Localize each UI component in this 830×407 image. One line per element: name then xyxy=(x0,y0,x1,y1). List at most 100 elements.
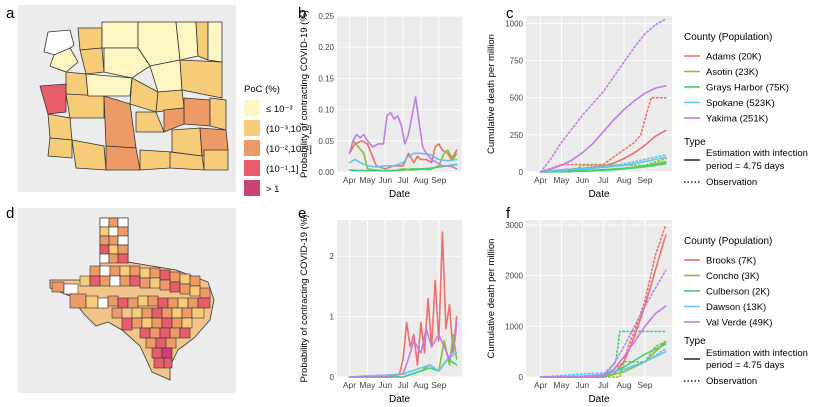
series-line-solid xyxy=(348,321,458,378)
series-line-solid xyxy=(348,96,458,170)
poc-legend-swatch xyxy=(244,140,260,156)
x-tick-label: Sep xyxy=(637,175,652,185)
series-line-dotted xyxy=(539,154,667,173)
series-line-solid xyxy=(348,152,458,168)
y-tick-label: 0.05 xyxy=(318,137,334,146)
y-tick-label: 0.00 xyxy=(318,168,334,177)
county-legend-bottom: County (Population) Brooks (7K) Concho (3… xyxy=(684,236,808,387)
x-tick-label: Aug xyxy=(413,175,428,185)
washington-county-map xyxy=(18,5,236,192)
x-axis-label: Date xyxy=(389,189,411,200)
poc-legend-title: PoC (%) xyxy=(244,84,280,95)
series-line-dotted xyxy=(539,162,667,173)
legend-label: Culberson (2K) xyxy=(706,287,770,298)
poc-legend-label: ≤ 10⁻³ xyxy=(266,104,293,115)
x-tick-label: Apr xyxy=(343,380,356,390)
poc-legend-label: (10⁻²,10⁻¹] xyxy=(266,144,312,155)
x-tick-label: Sep xyxy=(431,380,446,390)
x-tick-label: May xyxy=(553,380,570,390)
type-legend-top-solid-label1: Estimation with infection xyxy=(706,148,808,159)
x-tick-label: Jul xyxy=(398,380,409,390)
poc-legend-swatch xyxy=(244,120,260,136)
x-tick-label: Apr xyxy=(343,175,356,185)
x-axis-label: Date xyxy=(588,394,610,405)
x-tick-label: May xyxy=(359,380,376,390)
x-tick-label: Aug xyxy=(616,175,631,185)
panel-label-a: a xyxy=(6,5,15,22)
legend-label: Adams (20K) xyxy=(706,52,761,63)
legend-label: Asotin (23K) xyxy=(706,67,758,78)
plot-f: 0 1000 2000 3000 Apr May Jun Jul Aug Sep Date Cumul… xyxy=(486,220,672,405)
x-axis-label: Date xyxy=(588,189,610,200)
x-tick-label: Jun xyxy=(378,380,392,390)
series-line-solid xyxy=(348,140,458,170)
y-tick-label: 0.15 xyxy=(318,74,334,83)
plot-background xyxy=(337,16,462,172)
x-tick-label: Jul xyxy=(598,380,609,390)
plot-e: 0 1 2 Apr May Jun Jul Aug Sep Date Probability of … xyxy=(299,215,462,405)
x-tick-label: Sep xyxy=(431,175,446,185)
poc-legend: PoC (%) ≤ 10⁻³ (10⁻³,10⁻²] (10⁻²,10⁻¹] (10⁻… xyxy=(244,84,312,196)
y-tick-label: 0 xyxy=(519,373,524,382)
legend-label: Grays Harbor (75K) xyxy=(706,83,789,94)
panel-label-c: c xyxy=(506,5,514,22)
y-tick-label: 750 xyxy=(510,57,524,66)
x-tick-label: Aug xyxy=(616,380,631,390)
y-tick-label: 0.25 xyxy=(318,12,334,21)
county-legend-top: County (Population) Adams (20K) Asotin (2… xyxy=(684,32,808,188)
type-legend-top-title: Type xyxy=(684,137,706,148)
y-tick-label: 0.20 xyxy=(318,43,334,52)
x-tick-label: Jun xyxy=(575,380,589,390)
series-line-dotted xyxy=(539,18,667,173)
panel-label-f: f xyxy=(506,205,511,222)
legend-label: Brooks (7K) xyxy=(706,256,756,267)
y-axis-label: Cumulative death per million xyxy=(486,34,497,154)
y-axis-label: Cumulative death per million xyxy=(486,239,497,359)
y-tick-label: 2 xyxy=(330,252,335,261)
y-tick-label: 0 xyxy=(519,168,524,177)
x-tick-label: Apr xyxy=(534,380,547,390)
x-tick-label: Sep xyxy=(637,380,652,390)
plot-c: 0 250 500 750 1000 Apr May Jun Jul Aug Sep Date Cumu… xyxy=(486,16,672,200)
y-tick-label: 1000 xyxy=(505,19,523,28)
x-tick-label: Aug xyxy=(413,380,428,390)
series-line-dotted xyxy=(539,340,667,378)
panel-label-e: e xyxy=(298,205,306,222)
type-legend-bottom-dotted-label: Observation xyxy=(706,376,757,387)
y-tick-label: 0.10 xyxy=(318,106,334,115)
legend-label: Val Verde (49K) xyxy=(706,318,772,329)
poc-legend-swatch xyxy=(244,100,260,116)
legend-label: Yakima (251K) xyxy=(706,114,768,125)
series-line-solid xyxy=(348,231,458,378)
series-line-solid xyxy=(539,85,667,173)
x-tick-label: May xyxy=(359,175,376,185)
poc-legend-label: (10⁻¹,1] xyxy=(266,164,298,175)
y-tick-label: 1000 xyxy=(505,322,523,331)
county-legend-top-title: County (Population) xyxy=(684,32,772,43)
legend-label: Concho (3K) xyxy=(706,271,759,282)
x-tick-label: Jul xyxy=(398,175,409,185)
series-line-solid xyxy=(348,140,458,172)
poc-legend-label: (10⁻³,10⁻²] xyxy=(266,124,312,135)
county-legend-bottom-title: County (Population) xyxy=(684,236,772,247)
y-tick-label: 500 xyxy=(510,94,524,103)
y-tick-label: 1 xyxy=(330,313,335,322)
type-legend-bottom-solid-label1: Estimation with infection xyxy=(706,348,808,359)
y-tick-label: 0 xyxy=(330,373,335,382)
y-tick-label: 250 xyxy=(510,131,524,140)
series-line-dotted xyxy=(539,224,667,378)
series-line-dotted xyxy=(539,96,667,173)
type-legend-bottom-title: Type xyxy=(684,336,706,347)
type-legend-top-dotted-label: Observation xyxy=(706,177,757,188)
type-legend-bottom-solid-label2: period = 4.75 days xyxy=(706,360,785,371)
y-axis-label: Probability of contracting COVID-19 (%) xyxy=(299,10,310,178)
panel-label-d: d xyxy=(6,205,14,222)
x-tick-label: Jul xyxy=(598,175,609,185)
type-legend-top-solid-label2: period = 4.75 days xyxy=(706,161,785,172)
plot-b: 0.00 0.05 0.10 0.15 0.20 0.25 Apr May Jun Jul Aug S… xyxy=(299,10,462,200)
poc-legend-swatch xyxy=(244,180,260,196)
x-axis-label: Date xyxy=(389,394,411,405)
y-tick-label: 3000 xyxy=(505,221,523,230)
poc-legend-swatch xyxy=(244,160,260,176)
y-tick-label: 2000 xyxy=(505,272,523,281)
